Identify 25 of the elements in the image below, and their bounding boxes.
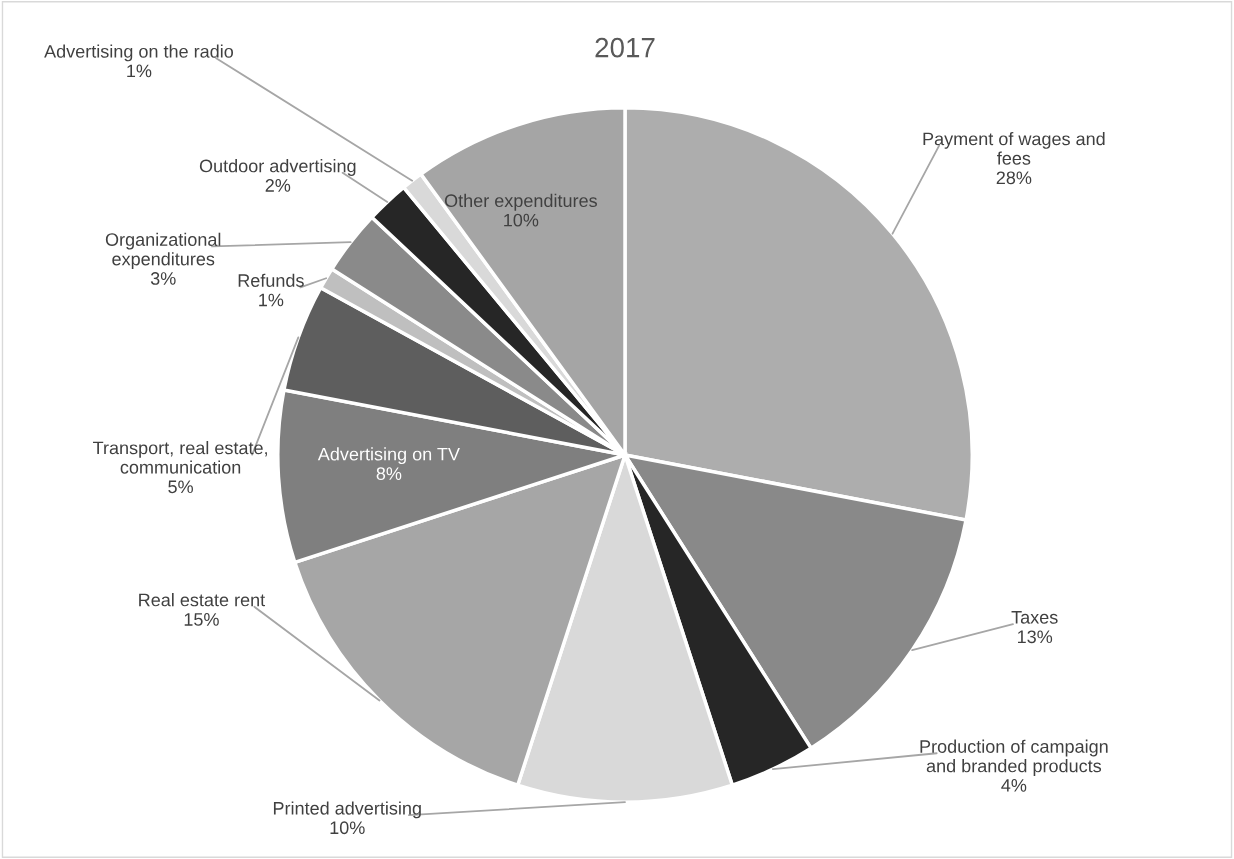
data-label: 28%: [996, 171, 1032, 185]
data-label: 4%: [1001, 779, 1027, 792]
slice-label: Other expenditures: [444, 193, 597, 211]
chart-title: 2017: [595, 37, 655, 58]
slice-label: Production of campaign and branded products: [920, 739, 1108, 776]
slice-label: Payment of wages and fees: [923, 132, 1105, 165]
slice-label: Advertising on the radio: [44, 44, 234, 62]
slice-label: Outdoor advertising: [199, 159, 356, 176]
data-label: 15%: [184, 613, 219, 626]
slice-label: Real estate rent: [139, 593, 266, 607]
data-label: 13%: [1018, 630, 1053, 644]
slice-label: Taxes: [1011, 611, 1058, 624]
data-label: 5%: [168, 480, 193, 494]
data-label: 1%: [127, 64, 152, 78]
data-label: 10%: [330, 821, 365, 835]
data-label: 10%: [504, 213, 539, 227]
data-label: 3%: [150, 272, 176, 285]
data-label: 2%: [265, 179, 291, 192]
slice-label: Advertising on TV: [317, 447, 460, 465]
slice-label: Refunds: [238, 273, 304, 287]
slice-label: Transport, real estate, communication: [93, 441, 267, 474]
data-label: 1%: [259, 293, 284, 307]
data-label: 8%: [376, 467, 402, 480]
slice-label: Printed advertising: [273, 801, 421, 819]
slice-label: Organizational expenditures: [105, 232, 221, 269]
